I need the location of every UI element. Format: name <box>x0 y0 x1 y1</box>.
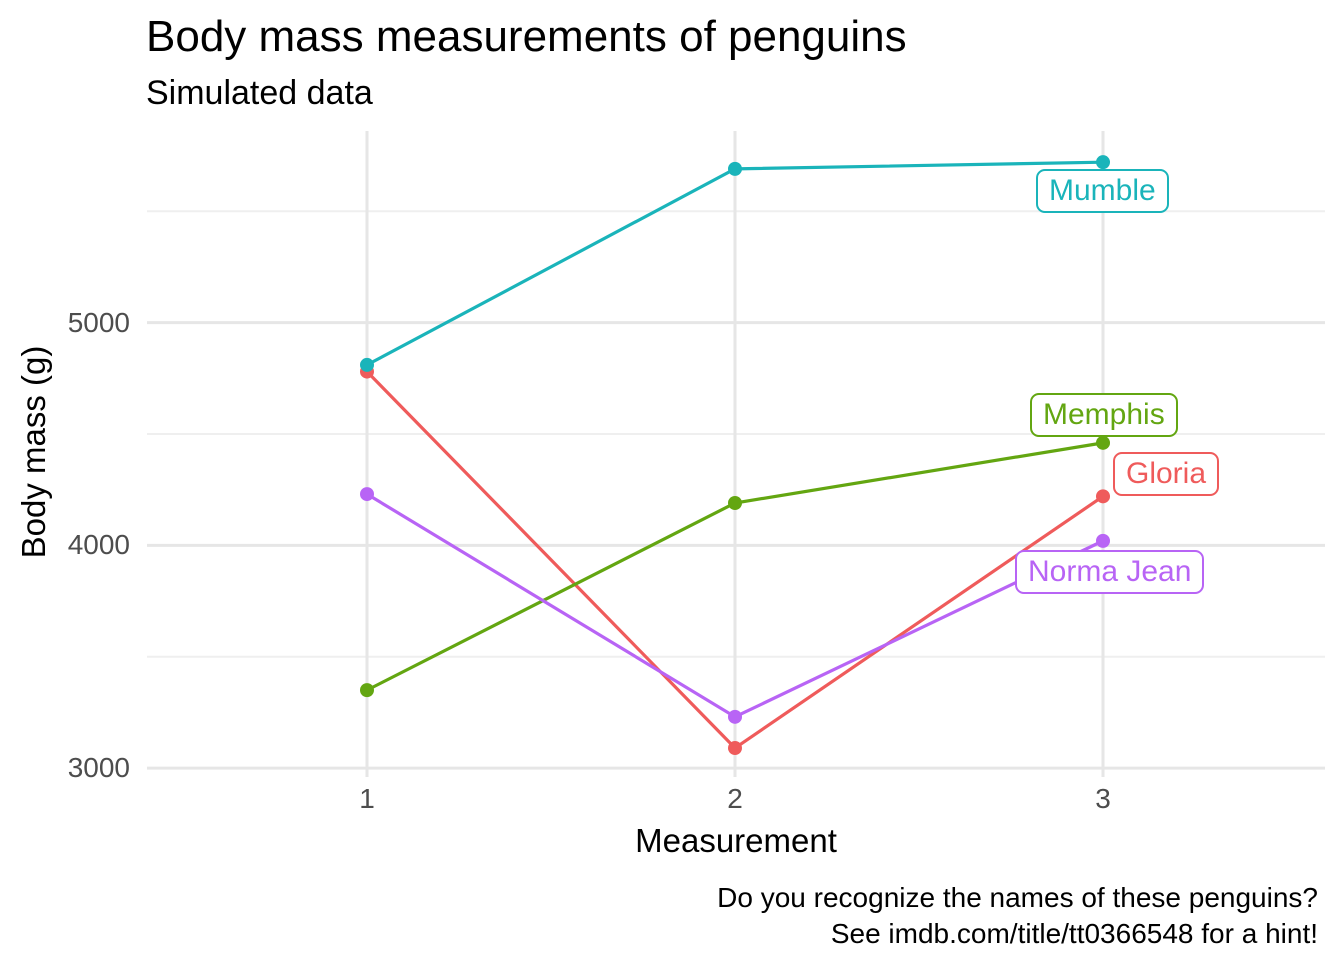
data-point-norma-jean-m2 <box>728 709 742 724</box>
series-label-mumble: Mumble <box>1036 169 1169 213</box>
data-point-gloria-m3 <box>1096 489 1110 504</box>
data-point-mumble-m1 <box>360 357 374 372</box>
series-label-memphis: Memphis <box>1030 393 1178 437</box>
x-axis-title: Measurement <box>635 822 837 859</box>
chart-subtitle: Simulated data <box>146 74 373 112</box>
series-norma-jean <box>360 487 1110 724</box>
chart-title: Body mass measurements of penguins <box>146 12 907 61</box>
x-tick-label-1: 1 <box>359 783 375 814</box>
series-label-norma-jean: Norma Jean <box>1015 550 1205 594</box>
data-point-mumble-m2 <box>728 161 742 176</box>
series-mumble <box>360 155 1110 372</box>
y-tick-label-4000: 4000 <box>67 529 130 561</box>
data-point-memphis-m1 <box>360 683 374 698</box>
data-point-memphis-m2 <box>728 496 742 511</box>
data-point-norma-jean-m3 <box>1096 533 1110 548</box>
series-memphis <box>360 435 1110 698</box>
x-tick-label-2: 2 <box>727 783 743 814</box>
chart-caption: Do you recognize the names of these peng… <box>717 880 1318 952</box>
data-point-norma-jean-m1 <box>360 487 374 502</box>
y-axis-title: Body mass (g) <box>15 345 52 559</box>
x-tick-label-3: 3 <box>1095 783 1111 814</box>
data-point-memphis-m3 <box>1096 435 1110 450</box>
y-tick-label-3000: 3000 <box>67 752 130 784</box>
data-point-gloria-m2 <box>728 741 742 756</box>
series-label-gloria: Gloria <box>1113 452 1220 496</box>
caption-line-2: See imdb.com/title/tt0366548 for a hint! <box>830 918 1318 949</box>
data-point-mumble-m3 <box>1096 155 1110 170</box>
gridlines-major <box>147 131 1325 777</box>
y-tick-label-5000: 5000 <box>67 306 130 338</box>
caption-line-1: Do you recognize the names of these peng… <box>717 882 1318 913</box>
